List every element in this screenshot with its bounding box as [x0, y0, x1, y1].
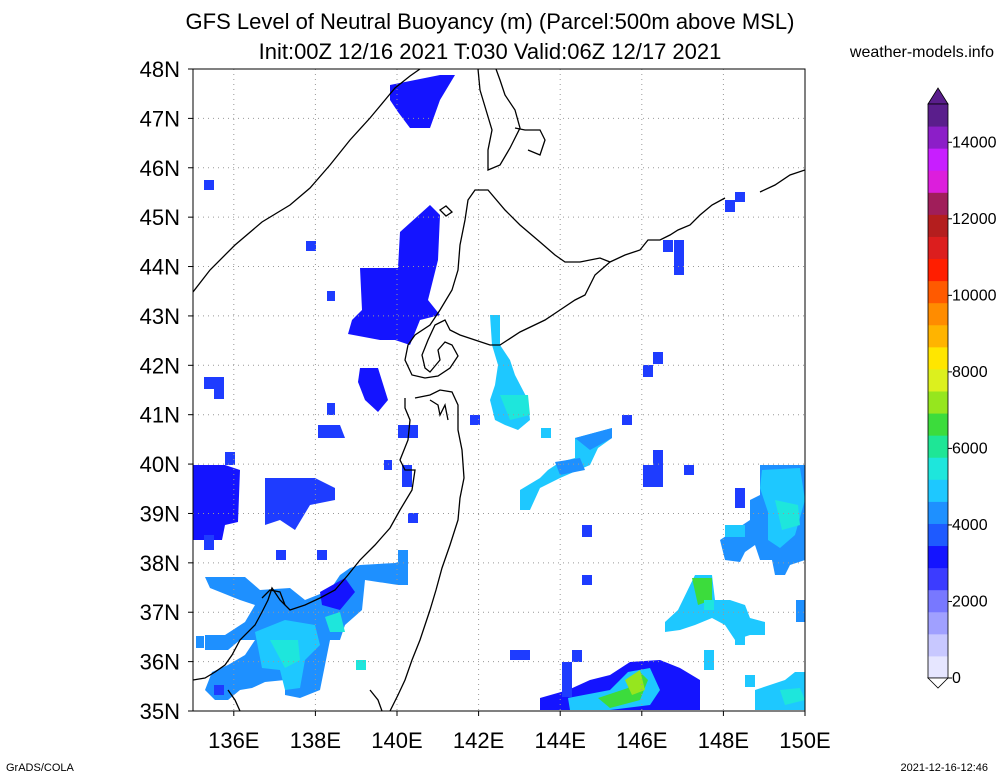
colorbar-bottom-arrow — [927, 677, 949, 689]
colorbar-cell — [928, 545, 948, 569]
lon-tick-label: 140E — [371, 728, 422, 753]
colorbar-cell — [928, 567, 948, 591]
map-gridlines — [193, 69, 805, 711]
lat-tick-label: 42N — [140, 353, 180, 378]
colorbar-cell — [928, 479, 948, 502]
colorbar-cell — [928, 589, 948, 613]
colorbar-cell — [928, 280, 948, 304]
chart-subtitle: Init:00Z 12/16 2021 T:030 Valid:06Z 12/1… — [258, 39, 722, 64]
lat-tick-label: 38N — [140, 551, 180, 576]
lat-tick-label: 41N — [140, 403, 180, 428]
colorbar-cell — [928, 611, 948, 635]
lat-tick-label: 48N — [140, 57, 180, 82]
longitude-axis: 136E 138E 140E 142E 144E 146E 148E 150E — [208, 711, 831, 753]
colorbar-cell — [928, 501, 948, 524]
colorbar-cell — [928, 302, 948, 326]
lat-tick-label: 39N — [140, 501, 180, 526]
buoyancy-field — [193, 75, 805, 710]
software-credit: GrADS/COLA — [6, 762, 74, 774]
colorbar-cell — [928, 214, 948, 237]
lat-tick-label: 46N — [140, 156, 180, 181]
lat-tick-label: 43N — [140, 304, 180, 329]
colorbar-label: 2000 — [952, 593, 988, 610]
colorbar-cell — [928, 324, 948, 348]
latitude-axis: 35N 36N 37N 38N 39N 40N 41N 42N 43N 44N 45N 46N 47N 4… — [140, 57, 193, 724]
lat-tick-label: 35N — [140, 699, 180, 724]
lon-tick-label: 144E — [535, 728, 586, 753]
lat-tick-label: 37N — [140, 600, 180, 625]
lat-tick-label: 45N — [140, 205, 180, 230]
colorbar-cell — [928, 368, 948, 392]
lat-tick-label: 36N — [140, 650, 180, 675]
colorbar-cell — [928, 104, 948, 127]
lat-tick-label: 47N — [140, 106, 180, 131]
colorbar-label: 12000 — [952, 211, 997, 228]
plot-frame — [192, 68, 806, 712]
lat-tick-label: 40N — [140, 452, 180, 477]
coastlines — [193, 69, 805, 711]
generation-timestamp: 2021-12-16-12:46 — [900, 762, 988, 774]
colorbar-cell — [928, 523, 948, 547]
lon-tick-label: 136E — [208, 728, 259, 753]
lon-tick-label: 148E — [698, 728, 749, 753]
colorbar-cell — [928, 126, 948, 149]
lat-tick-label: 44N — [140, 255, 180, 280]
colorbar-label: 10000 — [952, 287, 997, 304]
colorbar-cell — [928, 391, 948, 414]
colorbar-cell — [928, 633, 948, 657]
colorbar-label: 4000 — [952, 517, 988, 534]
colorbar: 0 2000 4000 6000 8000 10000 12000 14000 — [927, 87, 997, 689]
colorbar-cell — [928, 435, 948, 458]
lon-tick-label: 146E — [616, 728, 667, 753]
lon-tick-label: 138E — [290, 728, 341, 753]
colorbar-label: 8000 — [952, 364, 988, 381]
colorbar-cell — [928, 655, 948, 679]
colorbar-cell — [928, 457, 948, 480]
chart-title: GFS Level of Neutral Buoyancy (m) (Parce… — [185, 9, 795, 34]
colorbar-label: 14000 — [952, 134, 997, 151]
colorbar-cell — [928, 148, 948, 171]
colorbar-cell — [928, 170, 948, 193]
lon-tick-label: 150E — [779, 728, 830, 753]
lon-tick-label: 142E — [453, 728, 504, 753]
colorbar-cell — [928, 192, 948, 215]
colorbar-cell — [928, 258, 948, 282]
colorbar-cell — [928, 413, 948, 436]
colorbar-top-arrow — [927, 87, 949, 105]
colorbar-cell — [928, 236, 948, 260]
site-label[interactable]: weather-models.info — [849, 44, 994, 61]
colorbar-label: 6000 — [952, 440, 988, 457]
colorbar-cell — [928, 346, 948, 370]
colorbar-label: 0 — [952, 670, 961, 687]
